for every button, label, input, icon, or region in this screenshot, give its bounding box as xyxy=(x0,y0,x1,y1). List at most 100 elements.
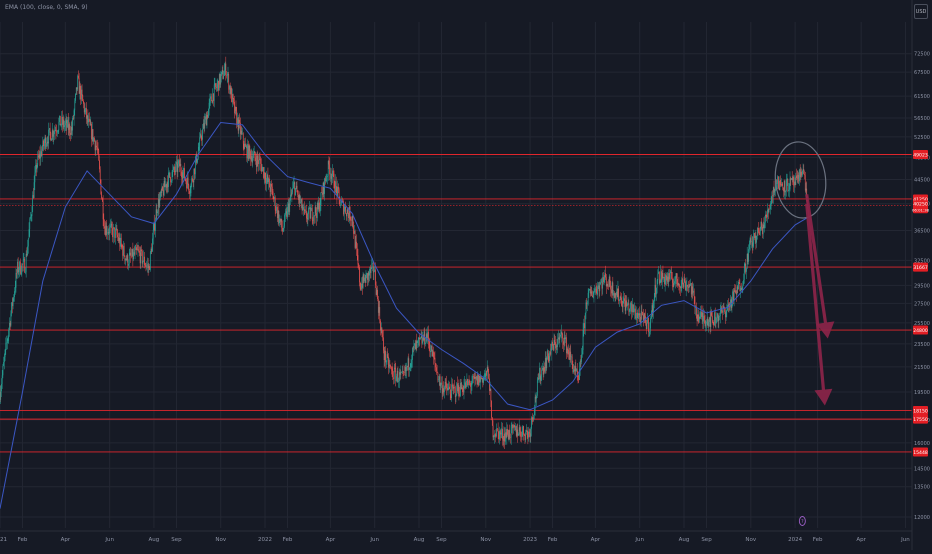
candle-body xyxy=(427,334,428,338)
candle-body xyxy=(492,418,493,426)
candle-body xyxy=(361,289,362,290)
candle-body xyxy=(284,226,285,230)
candle-body xyxy=(694,291,695,297)
candle-body xyxy=(138,249,139,250)
candle-body xyxy=(127,255,128,260)
candle-body xyxy=(779,188,780,190)
candle-body xyxy=(461,387,462,389)
candle-body xyxy=(30,217,31,218)
candle-body xyxy=(6,343,7,344)
candle-body xyxy=(316,213,317,218)
y-axis[interactable]: 7250067500615005650052500485004450040500… xyxy=(912,0,930,550)
candle-body xyxy=(638,315,639,318)
indicator-label[interactable]: EMA (100, close, 0, SMA, 9) xyxy=(5,4,88,11)
candle-body xyxy=(559,337,560,339)
candle-body xyxy=(410,367,411,368)
candle-body xyxy=(241,131,242,134)
candle-body xyxy=(790,178,791,179)
candle-body xyxy=(784,180,785,191)
candle-body xyxy=(202,129,203,139)
candle-body xyxy=(409,367,410,370)
x-tick-label: Aug xyxy=(149,537,160,543)
candle-body xyxy=(226,76,227,77)
candle-body xyxy=(216,87,217,88)
candle-body xyxy=(652,305,653,313)
candle-body xyxy=(395,369,396,381)
candle-body xyxy=(119,238,120,241)
candle-body xyxy=(640,317,641,323)
candle-body xyxy=(751,241,752,242)
x-tick-label: 2022 xyxy=(258,537,272,543)
candle-body xyxy=(414,346,415,348)
candle-body xyxy=(490,389,491,391)
candle-body xyxy=(379,307,380,313)
candle-body xyxy=(639,313,640,317)
candle-body xyxy=(435,363,436,367)
candle-body xyxy=(150,252,151,270)
candle-body xyxy=(453,387,454,389)
candle-body xyxy=(199,137,200,147)
candle-body xyxy=(769,209,770,212)
candle-body xyxy=(658,272,659,274)
candle-body xyxy=(203,123,204,129)
candle-body xyxy=(384,351,385,361)
candle-body xyxy=(704,316,705,321)
candle-body xyxy=(217,84,218,87)
candle-body xyxy=(353,226,354,234)
candle-body xyxy=(597,286,598,294)
candle-body xyxy=(509,430,510,439)
x-tick-label: Jun xyxy=(634,537,644,543)
candle-body xyxy=(242,133,243,134)
candle-body xyxy=(495,434,496,435)
candle-body xyxy=(149,266,150,268)
candle-body xyxy=(459,394,460,396)
candle-body xyxy=(263,167,264,168)
candle-body xyxy=(21,273,22,274)
candle-body xyxy=(632,304,633,312)
candle-body xyxy=(186,181,187,188)
candle-body xyxy=(398,371,399,382)
candle-body xyxy=(292,192,293,195)
candle-body xyxy=(82,95,83,101)
candle-body xyxy=(5,343,6,350)
candle-body xyxy=(486,371,487,376)
candle-body xyxy=(61,124,62,125)
candle-body xyxy=(33,195,34,198)
candle-body xyxy=(305,210,306,211)
currency-button[interactable]: USD xyxy=(914,4,928,19)
candle-body xyxy=(540,368,541,381)
candle-body xyxy=(613,293,614,295)
candle-body xyxy=(317,203,318,218)
candle-body xyxy=(237,118,238,125)
candle-body xyxy=(373,263,374,272)
candle-body xyxy=(74,110,75,118)
x-axis[interactable]: 2021FebAprJunAugSepNov2022FebAprJunAugSe… xyxy=(0,531,912,543)
candle-body xyxy=(712,316,713,320)
candle-body xyxy=(322,193,323,195)
candle-body xyxy=(215,83,216,84)
candle-body xyxy=(422,338,423,344)
candle-body xyxy=(599,284,600,291)
candle-body xyxy=(209,103,210,109)
candle-body xyxy=(253,153,254,158)
candle-body xyxy=(274,197,275,199)
candle-body xyxy=(29,229,30,238)
candle-body xyxy=(16,273,17,288)
candle-body xyxy=(417,341,418,343)
candle-body xyxy=(190,193,191,194)
candle-body xyxy=(589,289,590,290)
candle-body xyxy=(741,288,742,290)
candle-body xyxy=(78,76,79,78)
candle-body xyxy=(452,385,453,387)
candle-body xyxy=(99,160,100,169)
y-tick-label: 27500 xyxy=(914,301,930,307)
candle-body xyxy=(521,437,522,438)
candle-body xyxy=(180,164,181,166)
candle-body xyxy=(450,389,451,394)
candle-body xyxy=(595,289,596,290)
candle-body xyxy=(677,279,678,285)
candle-body xyxy=(780,180,781,186)
candle-body xyxy=(588,293,589,304)
candle-body xyxy=(95,146,96,151)
